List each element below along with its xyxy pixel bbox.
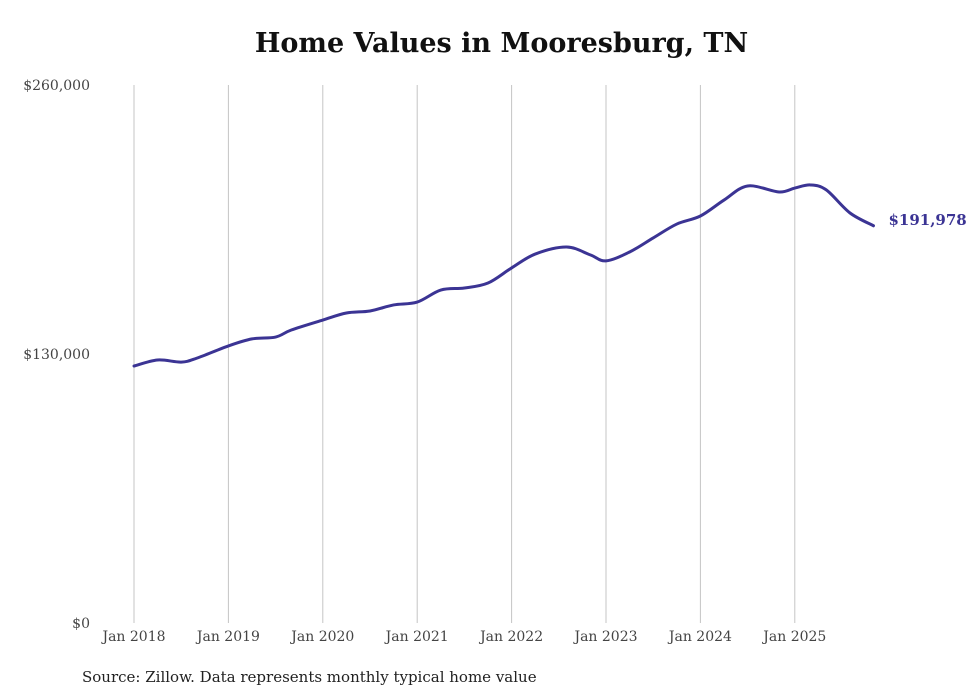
x-tick-label: Jan 2024 [667, 629, 732, 645]
x-tick-label: Jan 2025 [761, 629, 826, 645]
x-tick-label: Jan 2022 [478, 629, 543, 645]
source-note: Source: Zillow. Data represents monthly … [82, 668, 537, 686]
x-tick-label: Jan 2018 [100, 629, 165, 645]
y-tick-label: $0 [72, 616, 90, 632]
x-tick-label: Jan 2023 [572, 629, 637, 645]
y-tick-label: $260,000 [23, 78, 90, 94]
end-value-label: $191,978 [888, 211, 966, 229]
series-line [132, 183, 875, 368]
x-tick-label: Jan 2021 [384, 629, 449, 645]
y-tick-label: $130,000 [23, 347, 90, 363]
chart-title: Home Values in Mooresburg, TN [254, 28, 749, 59]
x-tick-label: Jan 2019 [195, 629, 260, 645]
x-tick-label: Jan 2020 [289, 629, 354, 645]
